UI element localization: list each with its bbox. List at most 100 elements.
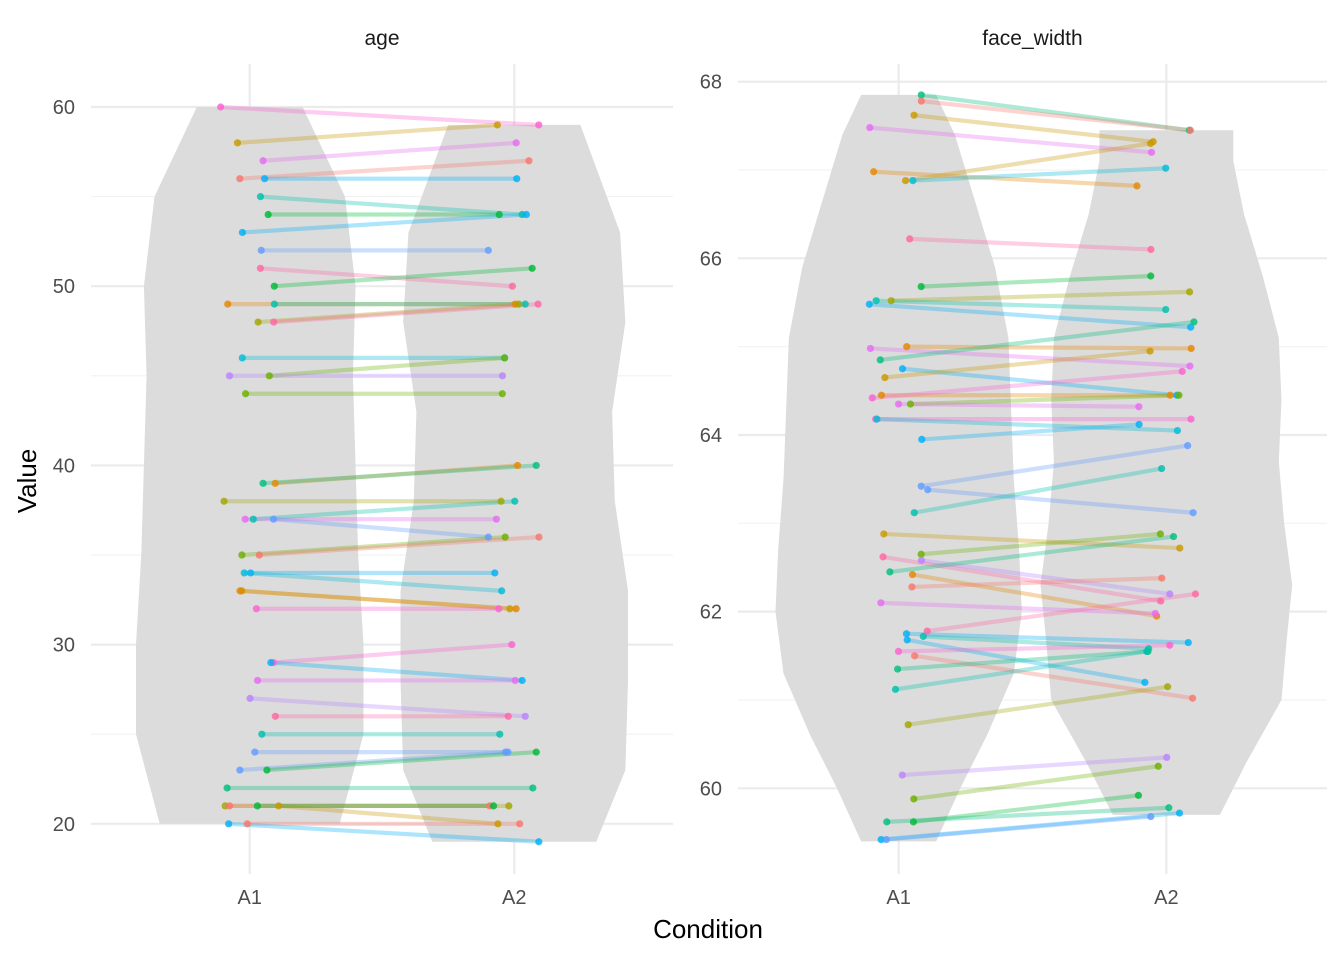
data-point-A1 <box>271 712 279 720</box>
y-tick-label: 62 <box>700 602 722 624</box>
data-point-A1 <box>906 400 915 408</box>
data-point-A1 <box>246 569 255 577</box>
pair-line <box>891 289 1190 303</box>
data-point-A2 <box>1166 641 1174 649</box>
data-point-A2 <box>1187 344 1195 353</box>
data-point-A1 <box>258 730 266 738</box>
pair-line <box>270 660 523 683</box>
data-point-A2 <box>528 264 536 272</box>
data-point-A1 <box>917 91 925 99</box>
data-point-A1 <box>898 365 907 373</box>
pair-line <box>257 302 519 325</box>
pair-points <box>217 103 543 846</box>
pair-line <box>889 534 1174 574</box>
data-point-A2 <box>504 712 512 720</box>
data-point-A2 <box>1186 126 1194 134</box>
y-tick-label: 60 <box>700 778 722 800</box>
data-point-A2 <box>1157 597 1165 605</box>
data-point-A1 <box>901 176 910 185</box>
pair-line <box>921 99 1191 133</box>
pair-line <box>905 141 1151 183</box>
pair-line <box>239 158 530 181</box>
violin-A1 <box>775 94 1022 842</box>
data-point-A1 <box>241 515 249 523</box>
pair-line <box>869 125 1152 155</box>
data-point-A2 <box>506 605 514 613</box>
data-point-A1 <box>910 509 918 517</box>
data-point-A2 <box>1166 590 1174 598</box>
data-point-A1 <box>924 486 932 494</box>
pair-line <box>910 393 1180 407</box>
data-point-A1 <box>271 479 279 487</box>
data-point-A1 <box>891 685 900 693</box>
data-point-A2 <box>514 461 522 470</box>
pair-line <box>239 588 517 611</box>
data-point-A1 <box>910 795 918 803</box>
data-point-A2 <box>532 748 540 756</box>
data-point-A2 <box>1184 441 1192 450</box>
pair-line <box>920 443 1188 489</box>
pair-line <box>880 600 1156 616</box>
data-point-A2 <box>512 605 520 613</box>
data-point-A1 <box>879 553 887 561</box>
pair-line <box>911 575 1162 590</box>
data-point-A2 <box>1147 812 1155 821</box>
data-point-A1 <box>923 627 931 635</box>
panel-title: age <box>364 27 399 50</box>
data-point-A2 <box>1186 362 1194 370</box>
data-point-A2 <box>1164 683 1172 691</box>
data-point-A2 <box>508 641 516 649</box>
pair-line <box>913 764 1159 801</box>
pair-line <box>869 302 1191 330</box>
pair-line <box>884 348 1151 380</box>
data-point-A1 <box>225 802 234 810</box>
pair-lines <box>220 104 540 844</box>
pair-line <box>239 750 509 773</box>
data-point-A2 <box>1135 420 1143 428</box>
pair-line <box>883 531 1180 551</box>
pair-line <box>921 92 1190 133</box>
data-point-A1 <box>918 435 926 444</box>
y-tick-label: 40 <box>53 455 75 477</box>
pair-line <box>920 531 1161 557</box>
data-point-A2 <box>508 282 517 290</box>
y-axis-title: Value <box>12 449 42 514</box>
data-point-A1 <box>243 820 251 828</box>
data-point-A2 <box>522 210 530 219</box>
data-point-A1 <box>270 282 278 290</box>
data-point-A1 <box>253 802 262 810</box>
data-point-A1 <box>269 515 278 523</box>
pair-line <box>872 369 1183 400</box>
pair-line <box>927 487 1194 515</box>
data-point-A2 <box>535 533 543 541</box>
data-point-A2 <box>492 515 501 523</box>
y-tick-label: 30 <box>53 635 75 657</box>
panel-title: face_width <box>982 27 1082 50</box>
pair-line <box>260 266 513 289</box>
data-point-A1 <box>877 599 885 607</box>
data-point-A2 <box>1176 544 1184 552</box>
data-point-A1 <box>877 835 885 844</box>
data-point-A2 <box>494 820 502 828</box>
y-tick-label: 60 <box>53 97 75 119</box>
data-point-A2 <box>495 210 503 219</box>
pair-line <box>880 319 1195 362</box>
data-point-A2 <box>1162 164 1170 172</box>
data-point-A2 <box>1151 609 1159 618</box>
pair-line <box>273 302 539 325</box>
data-point-A1 <box>876 356 884 364</box>
data-point-A1 <box>240 569 248 577</box>
y-tick-label: 20 <box>53 814 75 836</box>
data-point-A1 <box>255 551 263 559</box>
x-tick-label: A1 <box>237 887 261 909</box>
pair-line <box>220 104 539 128</box>
data-point-A1 <box>254 318 262 326</box>
data-point-A1 <box>233 139 242 147</box>
data-point-A1 <box>898 771 906 779</box>
data-point-A1 <box>903 343 911 351</box>
data-point-A2 <box>1146 347 1154 355</box>
pair-points <box>865 91 1200 844</box>
violin-A2 <box>400 124 629 842</box>
pair-line <box>260 194 523 217</box>
data-point-A1 <box>910 111 918 119</box>
